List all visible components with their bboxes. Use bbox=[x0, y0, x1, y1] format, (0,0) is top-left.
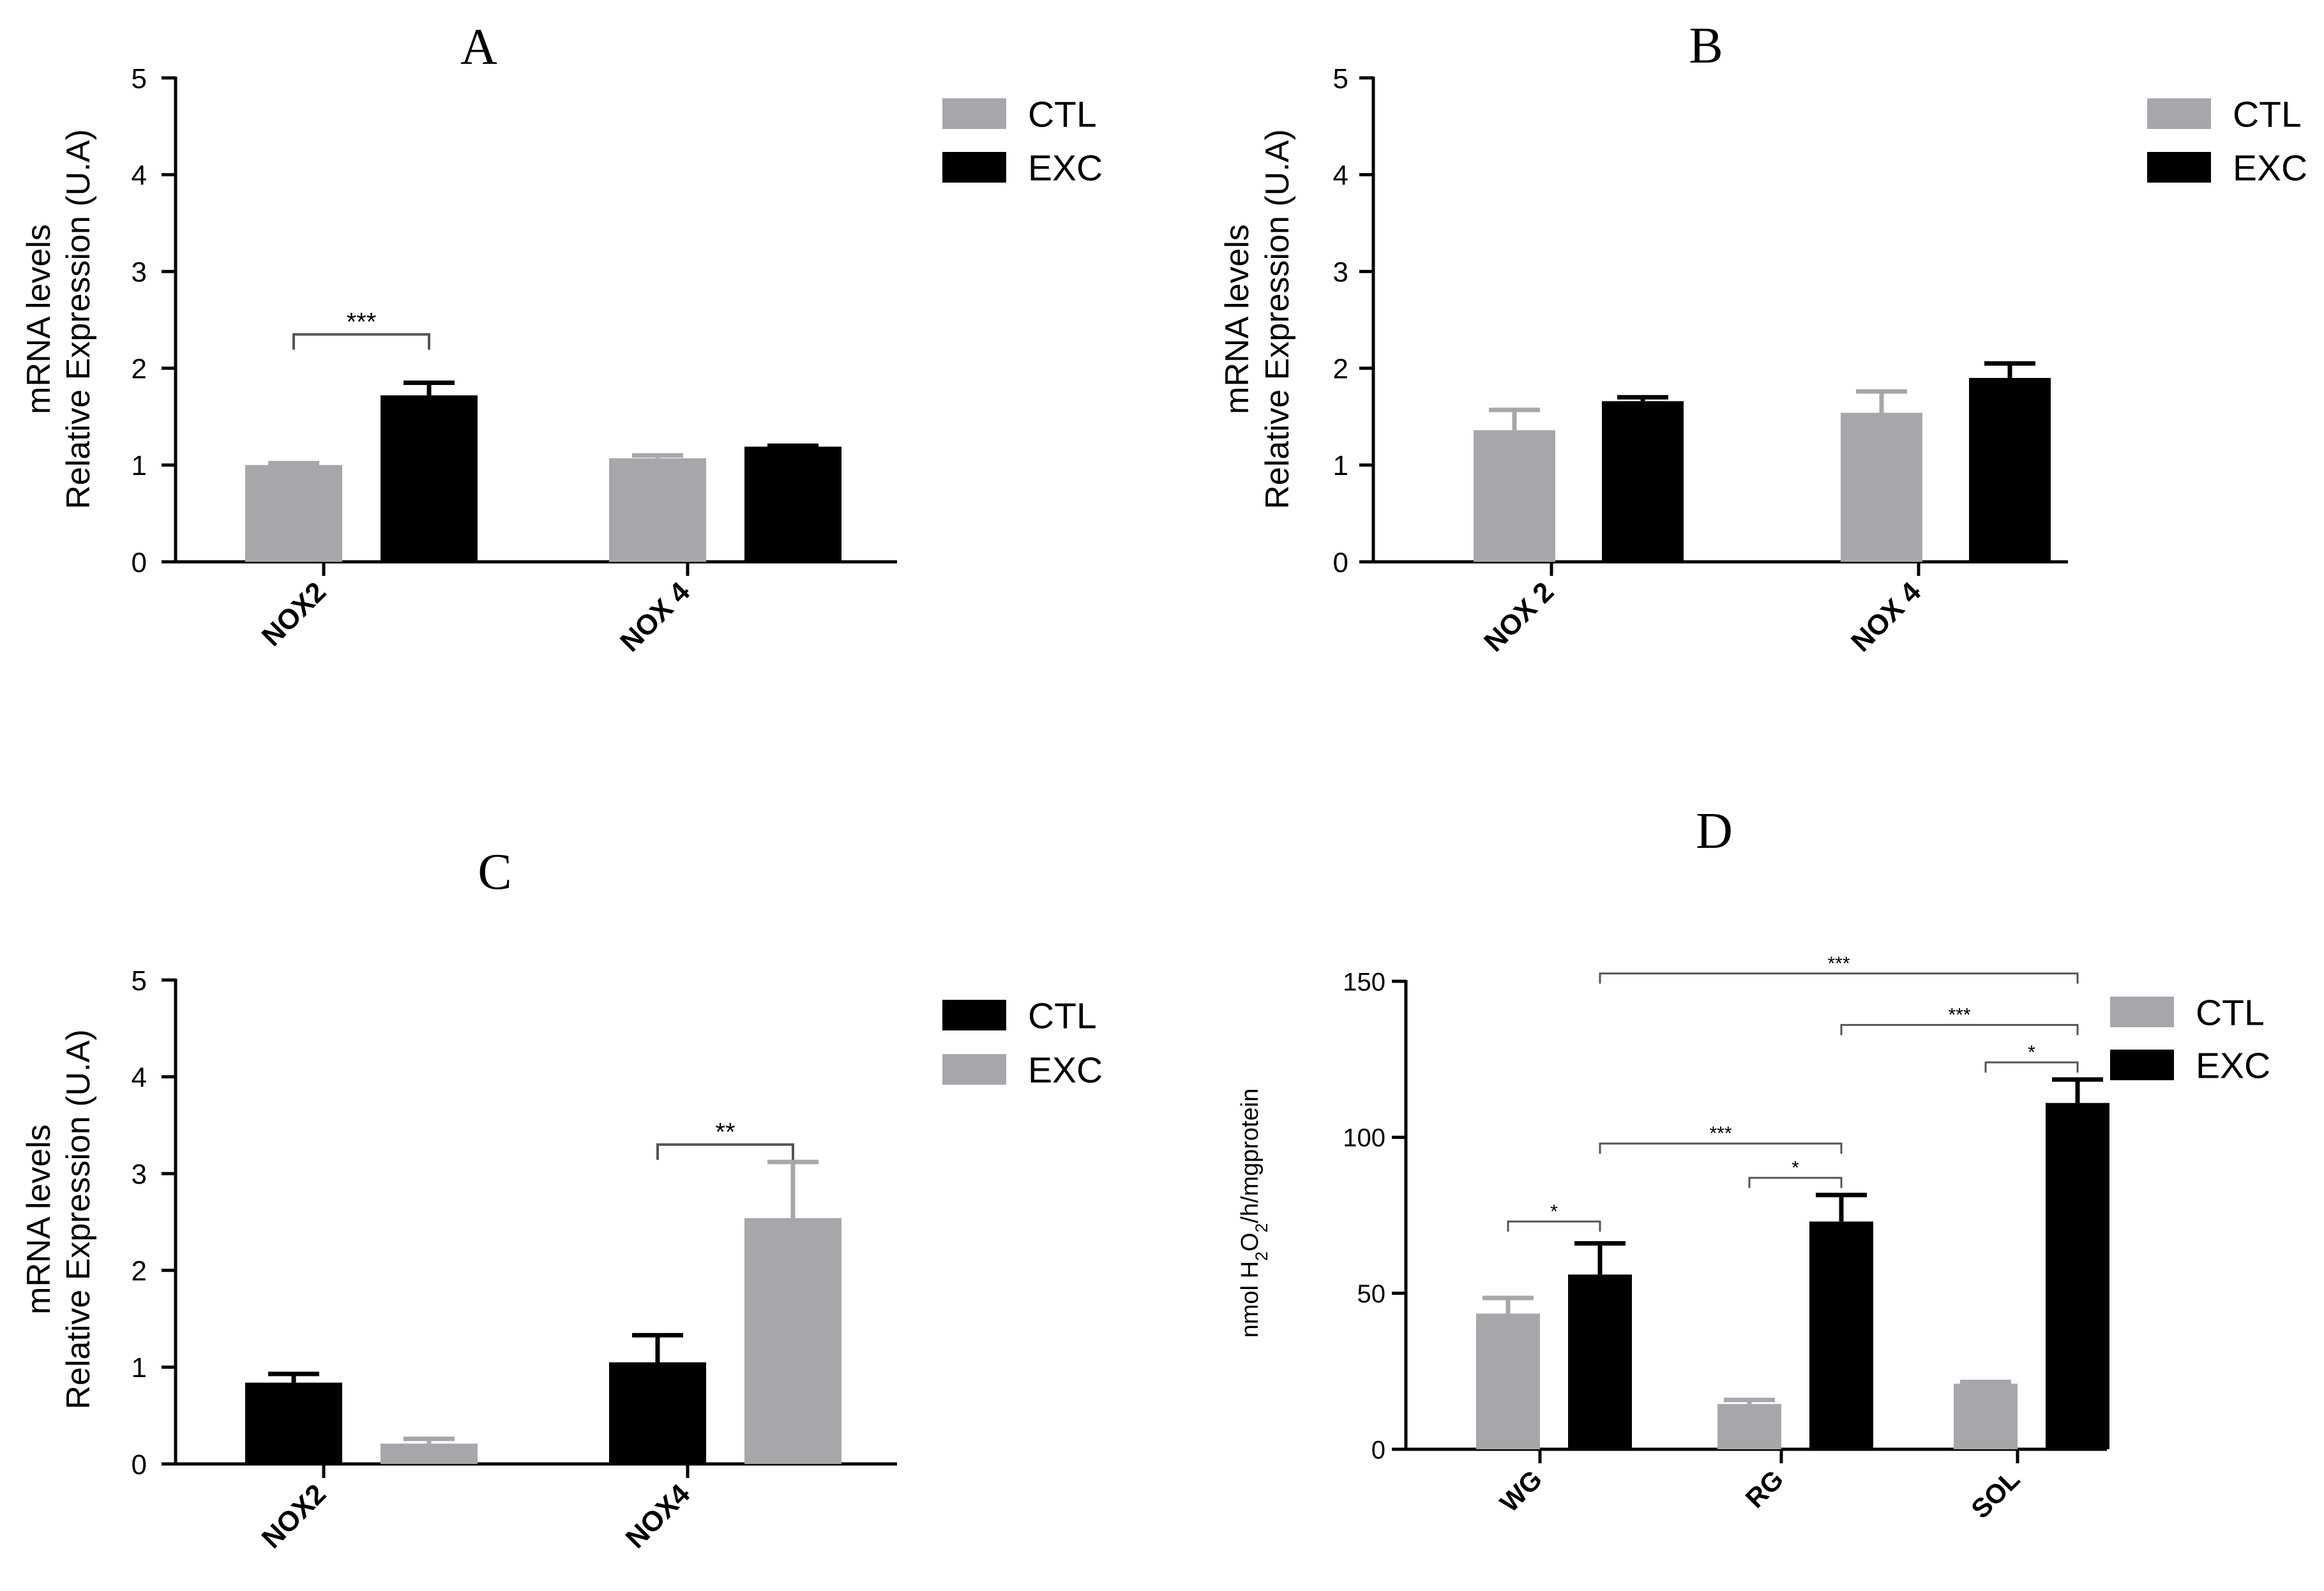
chart-a-bar-exc-1 bbox=[744, 446, 841, 562]
chart-b-y-tick-label-5: 5 bbox=[1333, 63, 1348, 94]
chart-a-legend-swatch-ctl bbox=[942, 98, 1006, 129]
chart-a-y-axis-title-1: Relative Expression (U.A) bbox=[60, 129, 97, 509]
chart-d-y-tick-label-0: 0 bbox=[1371, 1436, 1385, 1464]
chart-a-significance-bracket-0 bbox=[292, 333, 430, 350]
chart-d-significance-bracket-5 bbox=[1599, 972, 2079, 984]
chart-a-title: A bbox=[460, 19, 497, 75]
chart-c-y-tick-label-5: 5 bbox=[132, 965, 147, 997]
chart-c-bar-exc-1 bbox=[744, 1218, 841, 1464]
chart-b-y-axis-title-0: mRNA levels bbox=[1219, 224, 1256, 414]
chart-b-title: B bbox=[1689, 18, 1723, 74]
chart-d-y-tick-label-150: 150 bbox=[1343, 968, 1385, 996]
chart-a-significance-label-0: *** bbox=[347, 308, 377, 336]
chart-a-bar-ctl-1 bbox=[609, 458, 706, 562]
chart-c-significance-bracket-0 bbox=[656, 1143, 794, 1160]
chart-d-y-tick-label-100: 100 bbox=[1343, 1124, 1385, 1152]
chart-d-significance-bracket-0 bbox=[1507, 1220, 1601, 1232]
chart-c-legend-label-ctl: CTL bbox=[1028, 996, 1097, 1037]
chart-a-bar-ctl-0 bbox=[245, 465, 342, 562]
chart-d-significance-bracket-3 bbox=[1840, 1023, 2079, 1036]
chart-d-legend-label-ctl: CTL bbox=[2196, 993, 2265, 1034]
chart-a-legend-label-ctl: CTL bbox=[1028, 94, 1097, 135]
chart-b-y-tick-label-0: 0 bbox=[1333, 547, 1348, 578]
chart-c-y-axis-title-0: mRNA levels bbox=[20, 1124, 57, 1315]
chart-d-bar-exc-1 bbox=[1809, 1221, 1873, 1449]
chart-d-x-label-1: RG bbox=[1740, 1464, 1790, 1514]
chart-d-significance-label-2: * bbox=[1792, 1157, 1799, 1179]
chart-d-significance-bracket-4 bbox=[1984, 1061, 2079, 1073]
chart-c-significance-label-0: ** bbox=[715, 1119, 735, 1147]
chart-b-bar-ctl-0 bbox=[1474, 430, 1555, 562]
chart-c-legend-label-exc: EXC bbox=[1028, 1050, 1103, 1091]
chart-b-y-tick-label-3: 3 bbox=[1333, 257, 1348, 288]
chart-a-legend-swatch-exc bbox=[942, 152, 1006, 183]
chart-c-title: C bbox=[478, 844, 511, 900]
chart-c-y-tick-label-0: 0 bbox=[132, 1449, 147, 1481]
chart-d-legend-swatch-exc bbox=[2110, 1050, 2174, 1080]
chart-d-x-label-0: WG bbox=[1494, 1464, 1548, 1518]
chart-b-legend-label-exc: EXC bbox=[2233, 148, 2307, 189]
chart-a-y-axis-title-0: mRNA levels bbox=[20, 224, 57, 414]
chart-c-y-tick-label-3: 3 bbox=[132, 1159, 147, 1190]
chart-a-x-label-0: NOX2 bbox=[256, 576, 332, 652]
chart-a-y-tick-label-1: 1 bbox=[132, 450, 147, 481]
chart-a-bar-exc-0 bbox=[381, 395, 478, 562]
chart-d-x-label-2: SOL bbox=[1965, 1464, 2025, 1524]
chart-d-y-tick-label-50: 50 bbox=[1357, 1280, 1386, 1308]
chart-d-significance-bracket-1 bbox=[1599, 1142, 1843, 1154]
chart-a-y-tick-label-5: 5 bbox=[132, 63, 147, 94]
chart-b-bar-exc-1 bbox=[1969, 377, 2051, 562]
chart-c-y-tick-label-1: 1 bbox=[132, 1352, 147, 1384]
chart-d-legend-label-exc: EXC bbox=[2196, 1046, 2270, 1087]
chart-d-significance-label-5: *** bbox=[1827, 953, 1850, 974]
chart-c-y-axis-title-1: Relative Expression (U.A) bbox=[60, 1029, 97, 1409]
chart-b-y-axis-title-1: Relative Expression (U.A) bbox=[1259, 129, 1296, 509]
chart-c-legend-swatch-exc bbox=[942, 1054, 1006, 1085]
chart-b-x-label-0: NOX 2 bbox=[1478, 576, 1560, 658]
chart-c-x-label-0: NOX2 bbox=[256, 1478, 332, 1554]
chart-d-bar-exc-2 bbox=[2046, 1103, 2109, 1449]
chart-c-bar-ctl-1 bbox=[609, 1362, 706, 1464]
chart-d-title: D bbox=[1696, 803, 1733, 859]
chart-d-significance-label-1: *** bbox=[1709, 1123, 1732, 1144]
chart-c-y-tick-label-2: 2 bbox=[132, 1256, 147, 1287]
chart-a-y-tick-label-4: 4 bbox=[132, 160, 147, 191]
chart-c-x-label-1: NOX4 bbox=[620, 1478, 697, 1555]
chart-a-y-tick-label-0: 0 bbox=[132, 547, 147, 578]
chart-b-legend-label-ctl: CTL bbox=[2233, 94, 2302, 135]
chart-a-y-tick-label-3: 3 bbox=[132, 257, 147, 288]
chart-d-significance-bracket-2 bbox=[1748, 1177, 1843, 1188]
chart-b-y-tick-label-2: 2 bbox=[1333, 354, 1348, 385]
chart-d-bar-ctl-0 bbox=[1476, 1313, 1540, 1449]
chart-d-significance-label-3: *** bbox=[1948, 1004, 1970, 1025]
chart-b-y-tick-label-4: 4 bbox=[1333, 160, 1348, 191]
chart-b-bar-exc-0 bbox=[1602, 401, 1684, 562]
chart-a-legend-label-exc: EXC bbox=[1028, 148, 1103, 189]
chart-c-y-tick-label-4: 4 bbox=[132, 1062, 147, 1093]
chart-d-significance-label-4: * bbox=[2028, 1042, 2035, 1063]
chart-b-y-tick-label-1: 1 bbox=[1333, 450, 1348, 481]
chart-b-bar-ctl-1 bbox=[1841, 412, 1922, 562]
chart-d-y-axis-title-0: nmol H2O2/h/mgprotein bbox=[1237, 1089, 1271, 1338]
chart-c-legend-swatch-ctl bbox=[942, 1000, 1006, 1030]
chart-d-legend-swatch-ctl bbox=[2110, 997, 2174, 1027]
chart-b-x-label-1: NOX 4 bbox=[1845, 576, 1927, 658]
chart-c-bar-exc-0 bbox=[381, 1444, 478, 1464]
chart-d-significance-label-0: * bbox=[1550, 1201, 1558, 1222]
chart-b-legend-swatch-exc bbox=[2147, 152, 2211, 183]
chart-d-bar-exc-0 bbox=[1568, 1274, 1632, 1449]
chart-a-y-tick-label-2: 2 bbox=[132, 354, 147, 385]
chart-d-bar-ctl-1 bbox=[1717, 1404, 1781, 1449]
chart-c-bar-ctl-0 bbox=[245, 1382, 342, 1464]
chart-b-legend-swatch-ctl bbox=[2147, 98, 2211, 129]
chart-a-x-label-1: NOX 4 bbox=[614, 576, 696, 658]
chart-d-bar-ctl-2 bbox=[1954, 1384, 2018, 1449]
